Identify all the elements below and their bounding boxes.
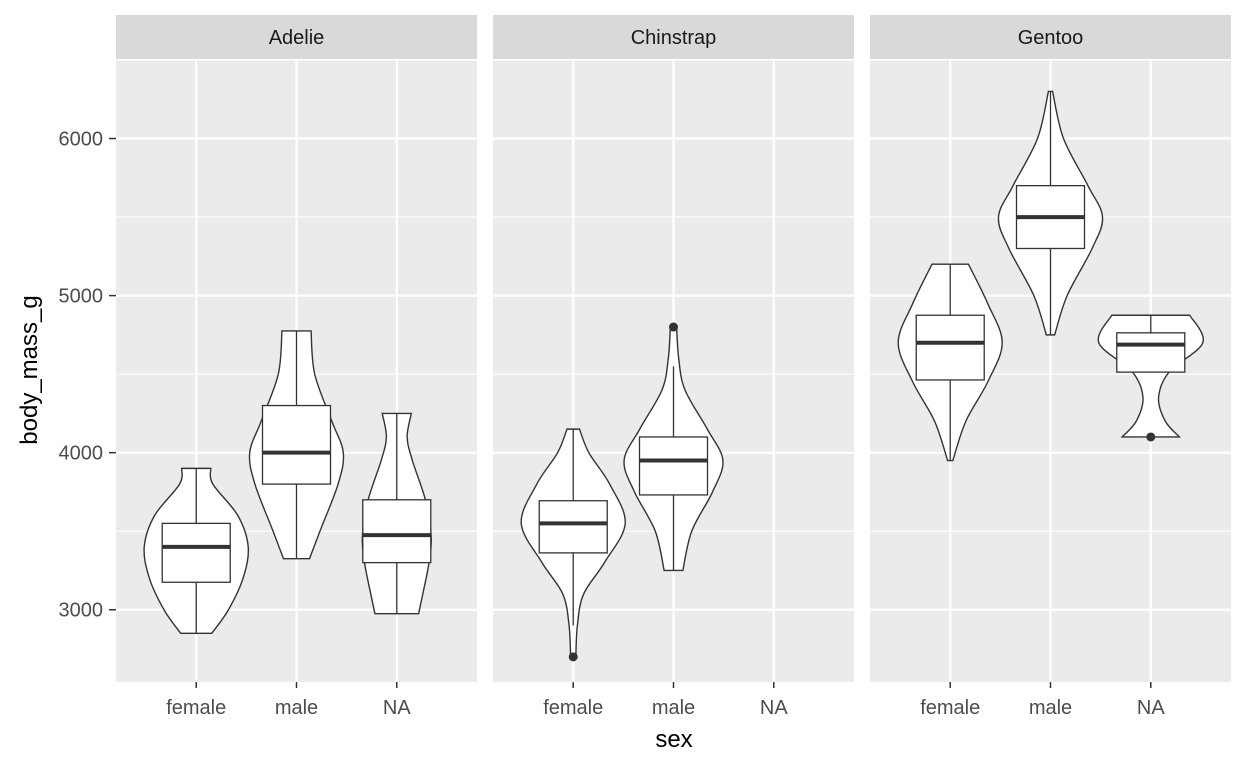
x-tick-label: female [543,697,603,719]
facet-strip-label: Gentoo [1018,27,1084,49]
x-tick-label: NA [760,697,788,719]
group-na [1097,314,1204,442]
facet-adelie: Adelie female male NA [116,15,477,719]
facet-strip-label: Adelie [269,27,325,49]
group-female [520,428,626,662]
facet-gentoo: Gentoo female male NA [870,15,1231,719]
facet-strip-label: Chinstrap [631,27,717,49]
outlier-point [669,322,678,332]
y-axis: 3000 4000 5000 6000 [59,129,116,622]
x-tick-label: female [166,697,226,719]
outlier-point [568,652,578,662]
box [538,500,608,554]
box [1116,332,1186,373]
facet-strip [493,15,854,59]
group-male [997,90,1104,336]
x-tick-label: NA [383,697,411,719]
box [261,404,332,485]
group-male [248,330,345,560]
y-tick-label: 4000 [59,443,104,465]
x-tick-label: male [652,697,695,719]
facet-chinstrap: Chinstrap female male NA [493,15,854,719]
x-axis-title: sex [655,726,692,753]
x-tick-label: male [1029,697,1072,719]
group-female [897,263,1003,462]
box [638,436,709,496]
facet-strip [870,15,1231,59]
outlier-point [1146,432,1156,442]
box [161,522,231,583]
x-tick-label: NA [1137,697,1165,719]
group-female [143,467,250,635]
group-male [623,322,724,572]
facet-strip [116,15,477,59]
y-tick-label: 3000 [59,600,104,622]
y-tick-label: 6000 [59,129,104,151]
x-tick-label: female [920,697,980,719]
group-na [361,412,432,615]
x-tick-label: male [275,697,318,719]
box [362,499,432,564]
y-tick-label: 5000 [59,286,104,308]
y-axis-title: body_mass_g [16,295,43,444]
box [915,314,985,381]
